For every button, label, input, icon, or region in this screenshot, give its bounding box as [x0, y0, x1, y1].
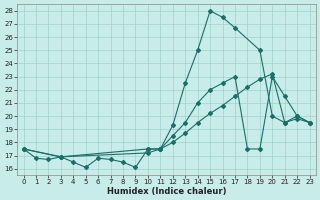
X-axis label: Humidex (Indice chaleur): Humidex (Indice chaleur) [107, 187, 226, 196]
